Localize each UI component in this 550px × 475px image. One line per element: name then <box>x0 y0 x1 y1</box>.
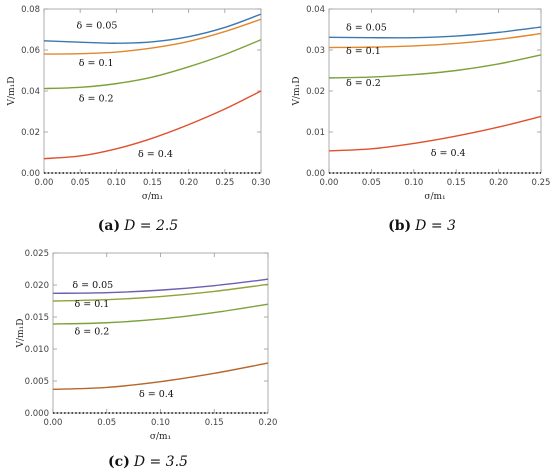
series-label-2: δ = 0.2 <box>75 326 110 337</box>
y-tick-label: 0.04 <box>306 5 325 15</box>
y-tick-label: 0.03 <box>306 46 325 56</box>
series-label-0: δ = 0.05 <box>77 20 118 31</box>
y-tick-label: 0.000 <box>25 409 49 419</box>
y-axis-label: V/m₁D <box>292 77 302 107</box>
x-tick-label: 0.30 <box>252 178 271 188</box>
x-tick-label: 0.10 <box>404 178 423 188</box>
chart-panel-2: 0.00 0.05 0.10 0.15 0.20 0.000 0.005 0.010 0.015… <box>16 249 277 470</box>
panel-caption: (a) D = 2.5 <box>98 218 179 234</box>
series-label-3: δ = 0.4 <box>138 149 173 160</box>
y-tick-label: 0.04 <box>21 87 40 97</box>
series-label-3: δ = 0.4 <box>431 148 466 159</box>
x-axis-label: σ/m₁ <box>424 192 445 202</box>
series-label-0: δ = 0.05 <box>72 280 113 291</box>
chart-panel-0: 0.00 0.05 0.10 0.15 0.20 0.25 0.30 0.00 0.02 0.04… <box>7 5 270 234</box>
series-line-0 <box>328 26 542 39</box>
x-tick-label: 0.25 <box>215 178 234 188</box>
y-tick-label: 0.015 <box>25 313 49 323</box>
panel-caption: (b) D = 3 <box>388 218 456 234</box>
x-tick-label: 0.05 <box>362 178 381 188</box>
series-label-2: δ = 0.2 <box>346 78 381 89</box>
series-label-1: δ = 0.1 <box>75 299 110 310</box>
y-tick-label: 0.00 <box>306 169 325 179</box>
x-tick-label: 0.15 <box>447 178 466 188</box>
x-tick-label: 0.05 <box>71 178 90 188</box>
series-label-1: δ = 0.1 <box>346 46 381 57</box>
y-axis-label: V/m₁D <box>7 77 17 107</box>
y-tick-label: 0.08 <box>21 5 40 15</box>
x-tick-label: 0.25 <box>532 178 550 188</box>
x-tick-label: 0.20 <box>489 178 508 188</box>
x-tick-label: 0.00 <box>35 178 54 188</box>
y-tick-label: 0.02 <box>21 128 40 138</box>
panel-caption-text: D = 2.5 <box>123 218 178 234</box>
y-tick-label: 0.025 <box>25 249 49 259</box>
series-label-0: δ = 0.05 <box>346 23 387 34</box>
x-tick-label: 0.20 <box>259 418 278 428</box>
x-tick-label: 0.00 <box>320 178 339 188</box>
y-tick-label: 0.01 <box>306 128 325 138</box>
series-line-0 <box>52 278 269 295</box>
series-line-3 <box>52 362 269 391</box>
series-line-0 <box>43 13 262 44</box>
y-tick-label: 0.005 <box>25 377 49 387</box>
series-line-3 <box>328 115 542 152</box>
series-line-2 <box>43 39 262 90</box>
series-line-2 <box>52 303 269 325</box>
y-tick-label: 0.010 <box>25 345 49 355</box>
chart-panel-1: 0.00 0.05 0.10 0.15 0.20 0.25 0.00 0.01 0.02 0.03… <box>292 5 550 234</box>
series-label-2: δ = 0.2 <box>79 94 114 105</box>
y-tick-label: 0.00 <box>21 169 40 179</box>
y-tick-label: 0.020 <box>25 281 49 291</box>
y-axis-label: V/m₁D <box>16 319 26 349</box>
series-line-1 <box>52 283 269 302</box>
series-line-1 <box>328 32 542 49</box>
x-axis-label: σ/m₁ <box>142 192 163 202</box>
y-tick-label: 0.06 <box>21 46 40 56</box>
x-tick-label: 0.10 <box>107 178 126 188</box>
panel-caption-tag: (c) <box>108 454 130 470</box>
panel-caption-text: D = 3 <box>414 218 456 234</box>
panel-caption-text: D = 3.5 <box>133 454 188 470</box>
x-tick-label: 0.00 <box>44 418 63 428</box>
series-label-3: δ = 0.4 <box>139 389 174 400</box>
y-tick-label: 0.02 <box>306 87 325 97</box>
series-line-2 <box>328 54 542 79</box>
panel-caption-tag: (b) <box>388 218 411 234</box>
series-line-1 <box>43 18 262 55</box>
series-line-3 <box>43 90 262 160</box>
series-label-1: δ = 0.1 <box>79 58 114 69</box>
x-tick-label: 0.10 <box>151 418 170 428</box>
panel-caption: (c) D = 3.5 <box>108 454 188 470</box>
x-tick-label: 0.20 <box>179 178 198 188</box>
x-tick-label: 0.05 <box>97 418 116 428</box>
panel-caption-tag: (a) <box>98 218 120 234</box>
x-axis-label: σ/m₁ <box>150 432 171 442</box>
x-tick-label: 0.15 <box>143 178 162 188</box>
x-tick-label: 0.15 <box>205 418 224 428</box>
